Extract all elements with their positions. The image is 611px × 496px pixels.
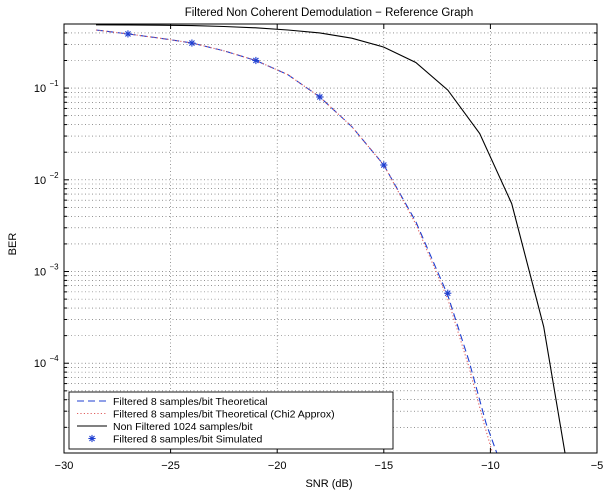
legend-item: Filtered 8 samples/bit Simulated bbox=[88, 434, 263, 446]
legend: Filtered 8 samples/bit TheoreticalFilter… bbox=[68, 391, 394, 450]
legend-label: Non Filtered 1024 samples/bit bbox=[113, 421, 253, 433]
marker-stroke bbox=[316, 94, 323, 100]
data-point-marker bbox=[380, 161, 388, 169]
data-point-marker bbox=[188, 39, 196, 47]
legend-label: Filtered 8 samples/bit Theoretical (Chi2… bbox=[113, 409, 335, 421]
y-tick-label-base: 10 bbox=[34, 175, 46, 187]
data-point-marker bbox=[124, 30, 132, 38]
legend-item: Non Filtered 1024 samples/bit bbox=[77, 421, 253, 433]
x-tick-label: −5 bbox=[591, 460, 604, 472]
data-point-marker bbox=[316, 93, 324, 101]
y-tick-label: 10 −3 bbox=[34, 263, 59, 279]
legend-item: Filtered 8 samples/bit Theoretical bbox=[77, 396, 267, 408]
plot-frame bbox=[63, 23, 598, 454]
legend-label: Filtered 8 samples/bit Simulated bbox=[113, 434, 263, 446]
y-tick-label-base: 10 bbox=[34, 358, 46, 370]
x-tick-label: −25 bbox=[161, 460, 180, 472]
chart-title: Filtered Non Coherent Demodulation − Ref… bbox=[185, 7, 474, 19]
y-tick-label: 10 −4 bbox=[34, 354, 59, 370]
y-tick-labels: 10−110−210−310−4 bbox=[34, 79, 59, 370]
marker-stroke bbox=[188, 40, 195, 46]
y-tick-label-base: 10 bbox=[34, 267, 46, 279]
y-tick-label: 10 −1 bbox=[34, 79, 59, 95]
series-4 bbox=[124, 30, 452, 297]
legend-marker bbox=[88, 434, 96, 443]
x-tick-label: −15 bbox=[374, 460, 393, 472]
legend-label: Filtered 8 samples/bit Theoretical bbox=[113, 396, 267, 408]
x-tick-labels: −30 −25 −20 −15 −10 −5 bbox=[55, 460, 604, 472]
legend-box bbox=[68, 391, 394, 450]
grid bbox=[64, 24, 597, 453]
data-point-marker bbox=[444, 289, 452, 297]
data-point-marker bbox=[252, 56, 260, 65]
tick-marks bbox=[63, 24, 598, 453]
series-2 bbox=[95, 29, 494, 453]
y-tick-label-base: 10 bbox=[34, 83, 46, 95]
y-tick-label-exponent: −1 bbox=[49, 79, 59, 88]
legend-item: Filtered 8 samples/bit Theoretical (Chi2… bbox=[77, 409, 335, 421]
y-tick-label-exponent: −3 bbox=[49, 263, 59, 272]
y-axis-label: BER bbox=[7, 233, 19, 256]
series-3 bbox=[95, 24, 566, 453]
series-layer bbox=[95, 24, 566, 453]
x-tick-label: −20 bbox=[268, 460, 287, 472]
marker-stroke bbox=[89, 435, 95, 442]
series-line bbox=[95, 24, 566, 453]
y-tick-label-exponent: −4 bbox=[49, 354, 59, 363]
marker-stroke bbox=[380, 162, 387, 168]
marker-stroke bbox=[444, 290, 451, 297]
x-axis-label: SNR (dB) bbox=[305, 478, 352, 490]
series-line bbox=[95, 29, 494, 453]
y-tick-label-exponent: −2 bbox=[49, 171, 59, 180]
x-tick-label: −10 bbox=[481, 460, 500, 472]
x-tick-label: −30 bbox=[55, 460, 74, 472]
y-tick-label: 10 −2 bbox=[34, 171, 59, 187]
marker-stroke bbox=[125, 30, 131, 37]
marker-stroke bbox=[252, 57, 259, 64]
